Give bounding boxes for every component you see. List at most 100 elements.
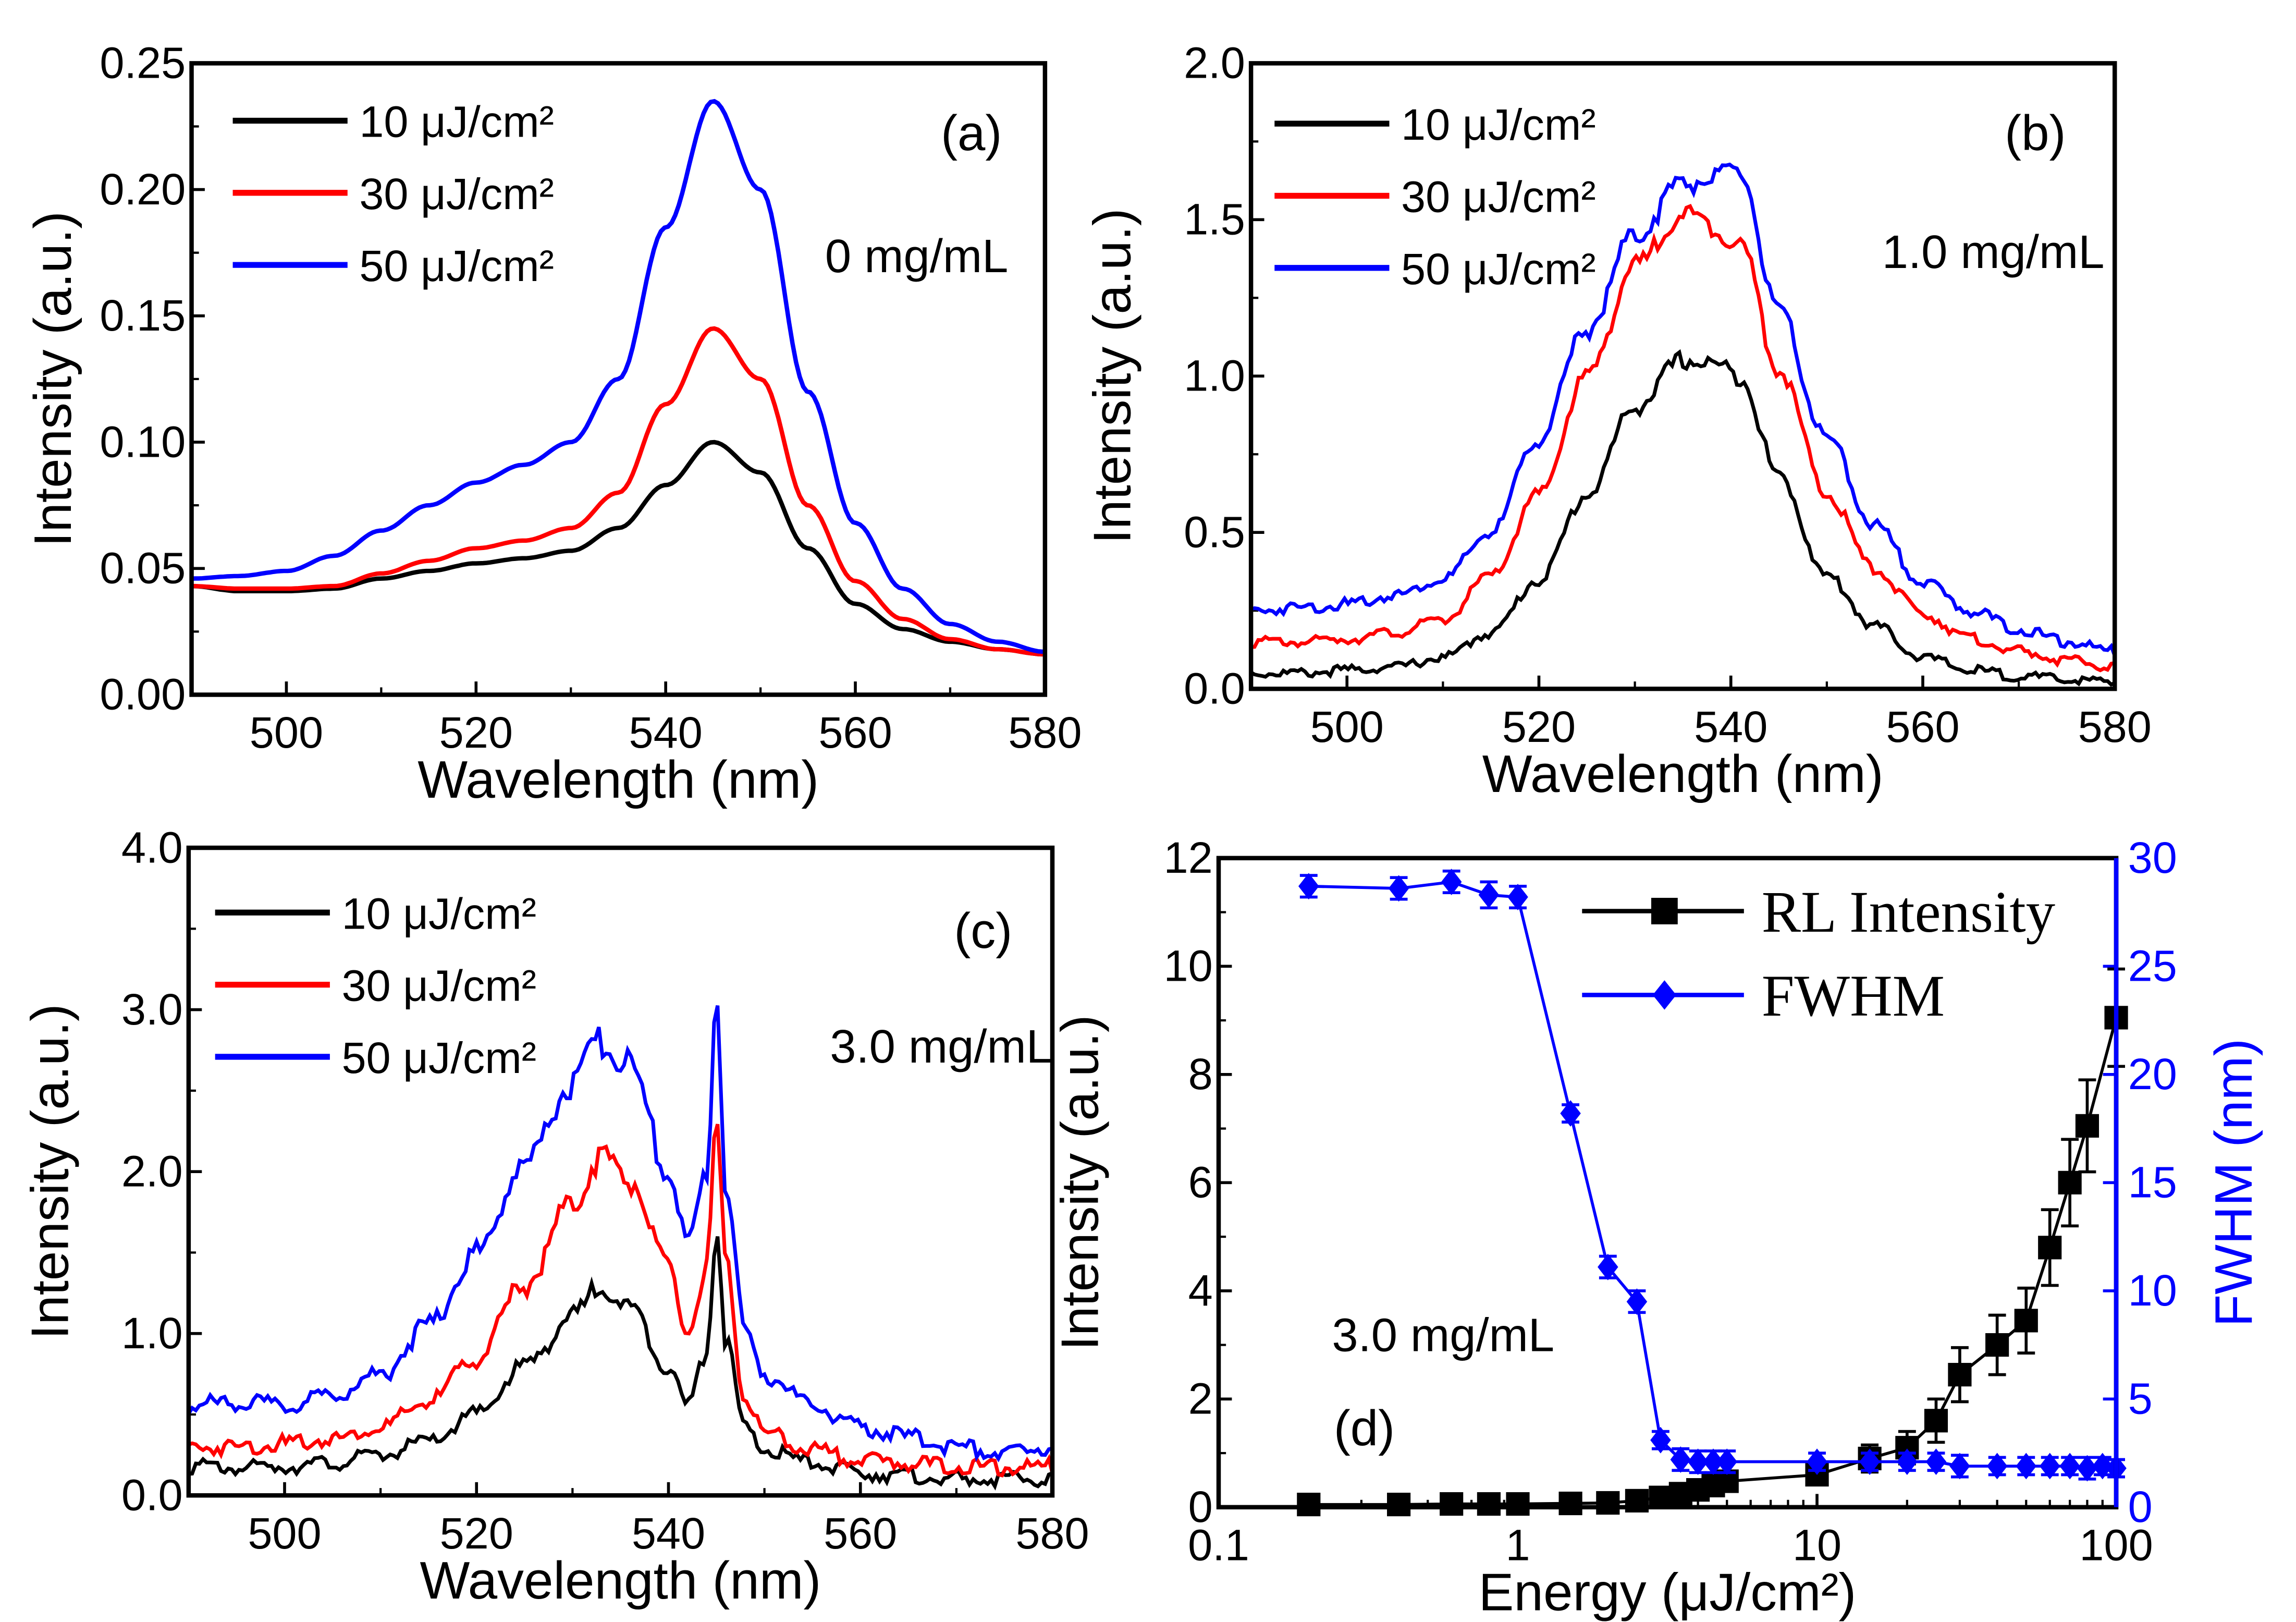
data-point-diamond: [2039, 1453, 2060, 1480]
data-point-square: [1297, 1493, 1321, 1517]
series-line-rl-intensity: [1308, 1017, 2118, 1506]
legend-marker-square: [1651, 898, 1678, 924]
y-tick-label: 0.05: [100, 543, 186, 592]
data-point-square: [2058, 1170, 2082, 1194]
concentration-annotation: 3.0 mg/mL: [830, 1020, 1052, 1073]
data-point-square: [1440, 1492, 1464, 1516]
y-tick-label: 8: [1188, 1049, 1213, 1099]
data-point-square: [1506, 1492, 1530, 1516]
data-point-diamond: [1986, 1453, 2008, 1480]
right-y-tick-label: 0: [2128, 1482, 2153, 1531]
y-tick-label: 3.0: [121, 984, 183, 1034]
y-tick-label: 0.15: [100, 290, 186, 340]
data-point-square: [1596, 1491, 1620, 1515]
series-line-30: [188, 1124, 1054, 1478]
y-tick-label: 1.0: [1184, 351, 1245, 400]
concentration-annotation: 0 mg/mL: [825, 230, 1008, 283]
data-point-square: [1387, 1493, 1411, 1517]
data-point-diamond: [1388, 875, 1409, 902]
data-point-square: [2014, 1309, 2038, 1333]
y-tick-label: 4: [1188, 1265, 1213, 1315]
x-tick-label: 0.1: [1188, 1520, 1249, 1569]
data-point-diamond: [1925, 1448, 1947, 1475]
plot-frame: [186, 845, 1055, 1498]
y-tick-label: 1.0: [121, 1308, 183, 1358]
legend-label: 50 μJ/cm²: [359, 241, 554, 290]
data-point-square: [2075, 1114, 2099, 1138]
y-tick-label: 0.10: [100, 417, 186, 466]
y-tick-label: 10: [1164, 941, 1213, 991]
data-point-square: [1924, 1409, 1948, 1433]
data-point-diamond: [1949, 1453, 1970, 1480]
legend-label: 50 μJ/cm²: [1401, 244, 1595, 294]
y-axis-label: Intensity (a.u.): [1083, 208, 1142, 544]
concentration-annotation: 1.0 mg/mL: [1882, 226, 2105, 278]
data-point-diamond: [1650, 1426, 1671, 1454]
y-tick-label: 0.20: [100, 164, 186, 214]
data-point-diamond: [1298, 873, 1319, 900]
legend-label: 30 μJ/cm²: [1401, 172, 1595, 222]
x-tick-label: 500: [250, 708, 323, 757]
right-y-axis-label: FWHM (nm): [2204, 1039, 2263, 1327]
data-point-diamond: [1716, 1448, 1738, 1475]
panel-label: (b): [2005, 105, 2066, 161]
legend-label: FWHM: [1762, 964, 1945, 1029]
x-axis-label: Energy (μJ/cm²): [1479, 1562, 1857, 1621]
x-axis-label: Wavelength (nm): [1482, 744, 1884, 803]
x-tick-label: 580: [1008, 708, 1082, 757]
series-line-10: [1250, 349, 2116, 687]
y-tick-label: 2.0: [1184, 38, 1245, 88]
legend-label: 30 μJ/cm²: [341, 961, 536, 1010]
data-point-diamond: [1626, 1288, 1648, 1315]
panel-c: 500 520 540 560 580 0.0 1.0 2.0 3.0 4.0 Wavelength…: [20, 822, 1089, 1610]
y-tick-label: 0.25: [100, 38, 186, 88]
data-point-diamond: [1507, 884, 1528, 910]
series-line-30: [191, 326, 1045, 657]
concentration-annotation: 3.0 mg/mL: [1332, 1309, 1554, 1362]
legend-label: 30 μJ/cm²: [359, 169, 554, 218]
data-point-square: [1985, 1333, 2009, 1357]
y-tick-label: 12: [1164, 833, 1213, 882]
x-tick-label: 540: [632, 1508, 705, 1558]
panel-label: (a): [941, 105, 1002, 161]
y-tick-label: 0.00: [100, 669, 186, 719]
right-y-tick-label: 5: [2128, 1374, 2153, 1423]
data-point-diamond: [1478, 881, 1500, 908]
data-point-diamond: [1687, 1448, 1709, 1475]
data-point-diamond: [1859, 1448, 1880, 1475]
y-tick-label: 0.0: [1184, 663, 1245, 713]
series-line-fwhm: [1308, 880, 2117, 1470]
legend-label: 10 μJ/cm²: [359, 97, 554, 147]
data-point-square: [1948, 1363, 1972, 1387]
plot-frame: [1248, 61, 2117, 691]
data-point-diamond: [1897, 1448, 1918, 1475]
data-point-diamond: [1703, 1448, 1724, 1475]
right-y-tick-label: 10: [2128, 1265, 2177, 1315]
plot-frame: [189, 61, 1048, 697]
legend-label: 10 μJ/cm²: [341, 888, 536, 938]
series-line-50: [187, 1005, 1053, 1462]
legend-marker-diamond: [1652, 980, 1676, 1010]
x-tick-label: 520: [1502, 702, 1576, 751]
legend-label: 10 μJ/cm²: [1401, 100, 1595, 149]
y-tick-label: 0: [1188, 1482, 1213, 1531]
x-tick-label: 10: [1792, 1520, 1841, 1569]
x-tick-label: 500: [1310, 702, 1384, 751]
panel-b: 500 520 540 560 580 0.0 0.5 1.0 1.5 2.0 Wavelength…: [1083, 38, 2152, 803]
series-line-10: [188, 1236, 1053, 1491]
y-axis-label: Intensity (a.u.): [20, 1004, 79, 1339]
x-tick-label: 560: [818, 708, 892, 757]
data-point-diamond: [1670, 1446, 1691, 1473]
right-y-tick-label: 20: [2128, 1049, 2177, 1099]
x-tick-label: 560: [1886, 702, 1959, 751]
x-tick-label: 580: [1015, 1508, 1089, 1558]
x-axis-label: Wavelength (nm): [418, 750, 819, 809]
y-axis-label: Intensity (a.u.): [23, 211, 82, 547]
x-tick-label: 540: [1694, 702, 1767, 751]
data-point-diamond: [1441, 869, 1462, 895]
x-tick-label: 500: [248, 1508, 321, 1558]
right-y-tick-label: 25: [2128, 941, 2177, 991]
data-point-diamond: [1807, 1448, 1827, 1475]
series-line-30: [1250, 204, 2115, 673]
